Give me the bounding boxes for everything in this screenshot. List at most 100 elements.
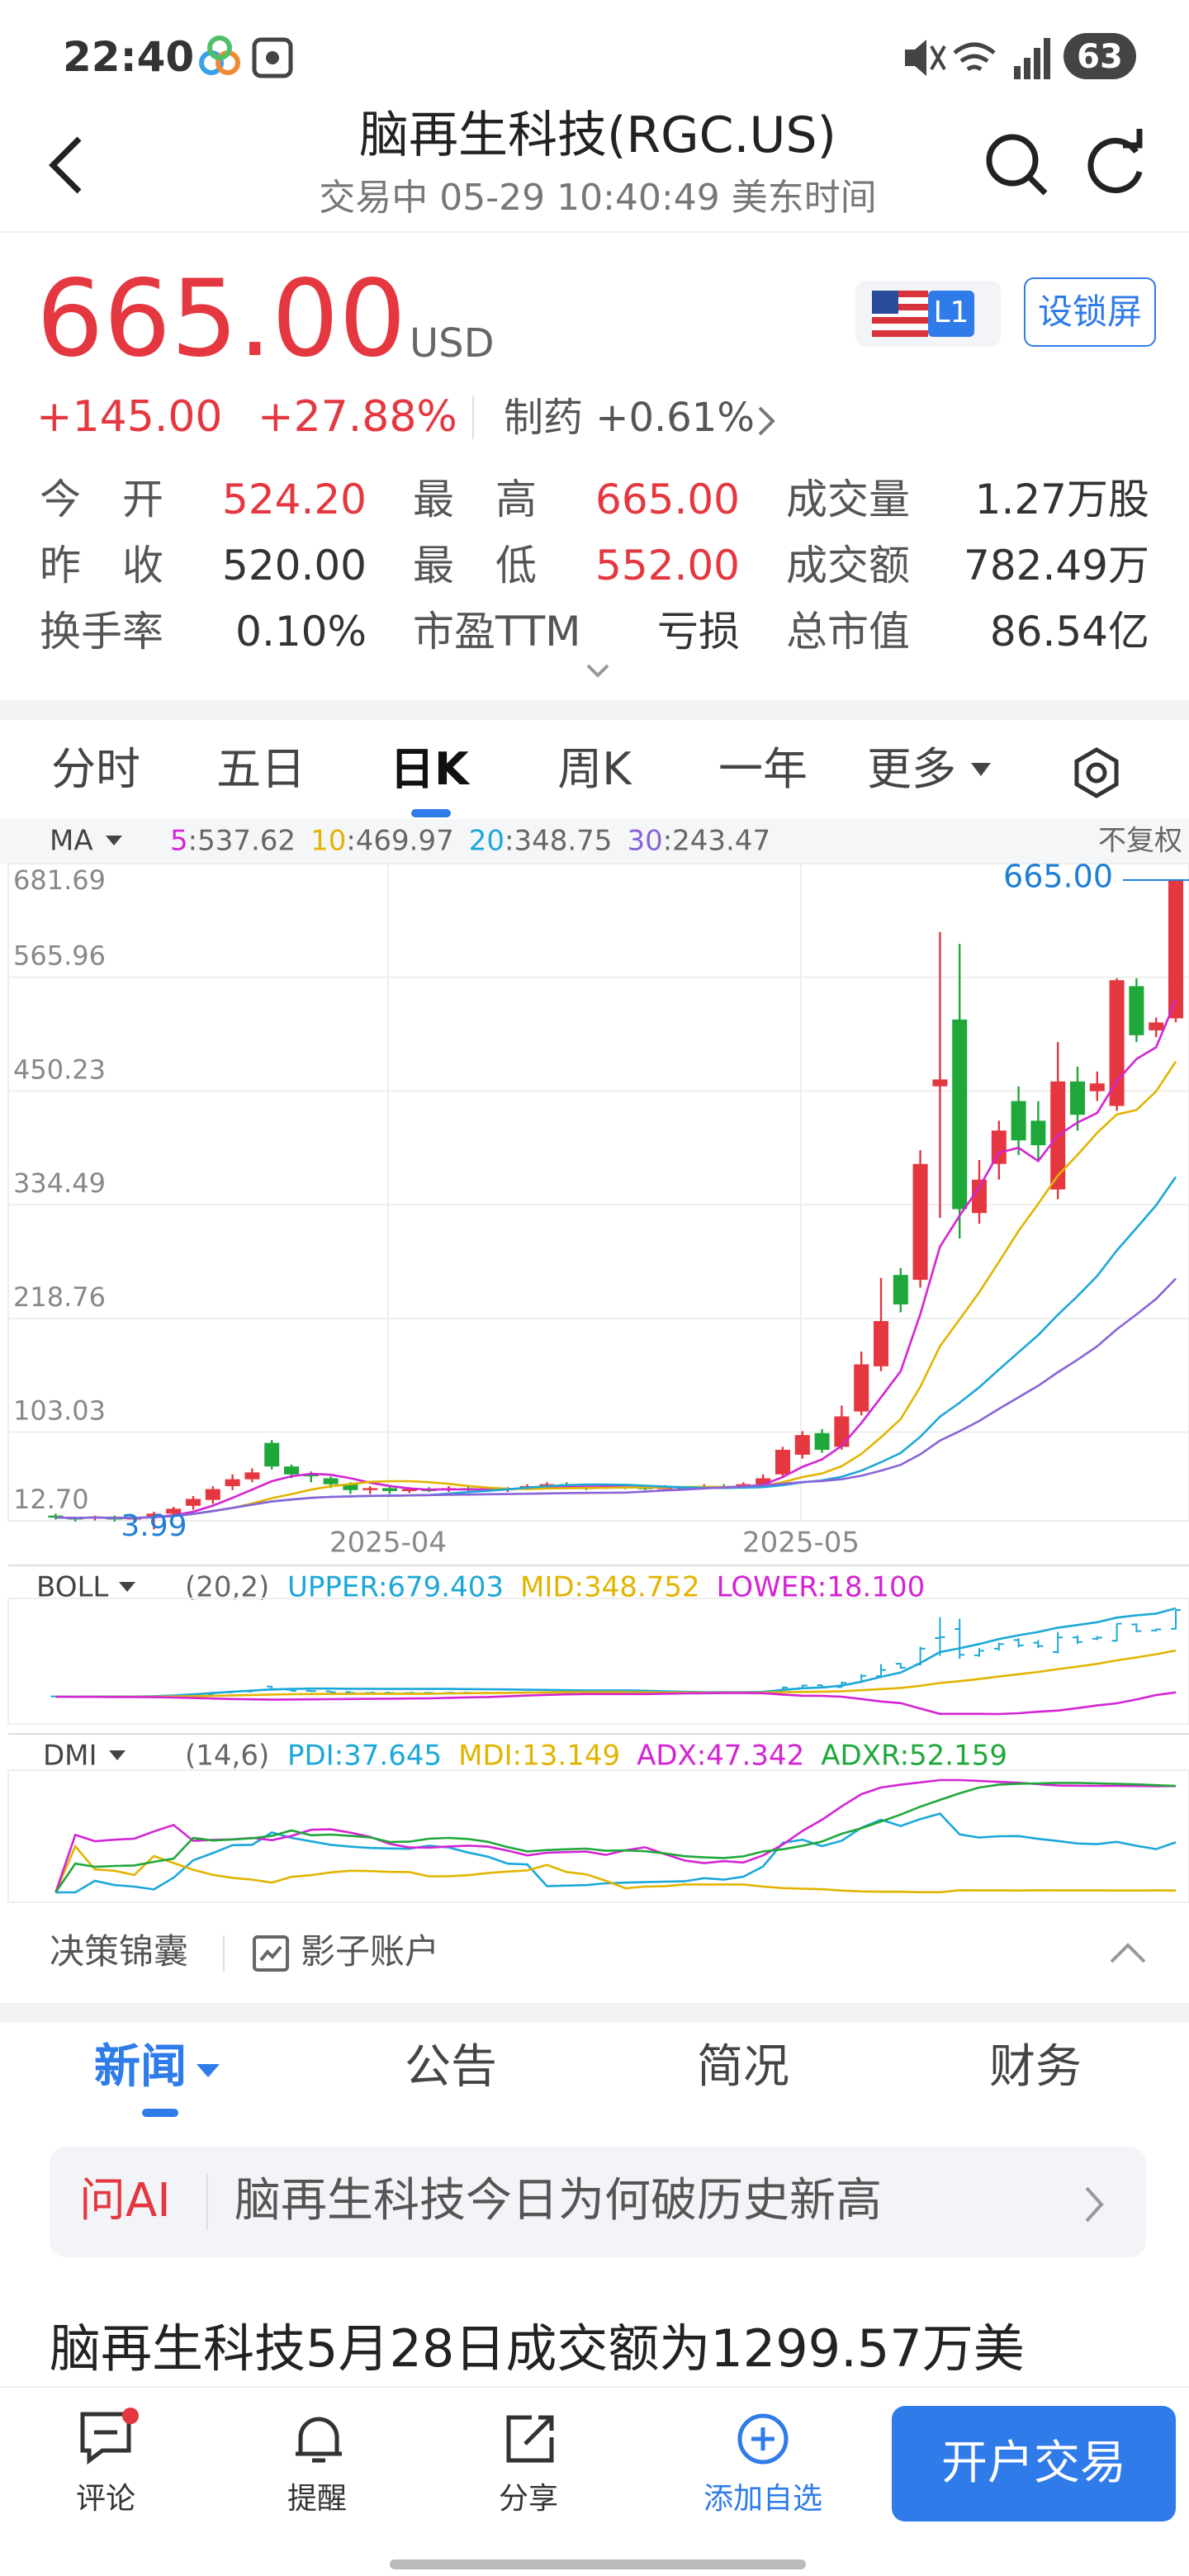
news-tab[interactable]: 新闻 bbox=[93, 2039, 187, 2094]
boll-frame bbox=[7, 1598, 1189, 1725]
ai-label: 问AI bbox=[79, 2173, 171, 2228]
status-icons bbox=[199, 36, 293, 78]
title: 脑再生科技(RGC.US) bbox=[359, 107, 836, 165]
chart-tab[interactable]: 一年 bbox=[718, 745, 808, 796]
tool[interactable]: 决策锦囊 bbox=[50, 1932, 188, 1972]
stat-label: 最 高 bbox=[413, 476, 538, 523]
dmi-value: PDI:37.645 bbox=[287, 1740, 442, 1773]
dmi-params: (14,6) bbox=[185, 1740, 269, 1773]
candle-body bbox=[854, 1364, 869, 1412]
stat-value: 520.00 bbox=[222, 542, 367, 590]
dmi-line bbox=[54, 1844, 1177, 1894]
candle-body bbox=[225, 1479, 240, 1486]
band bbox=[0, 2003, 1189, 2023]
plot-frame bbox=[7, 863, 1189, 1522]
caret bbox=[971, 763, 991, 776]
share-icon bbox=[506, 2415, 554, 2463]
dmi-value: MDI:13.149 bbox=[458, 1740, 620, 1773]
candle-body bbox=[756, 1478, 771, 1485]
tool-icon bbox=[253, 1935, 289, 1972]
system-icons bbox=[905, 38, 1050, 79]
ma-value: :537.62 bbox=[188, 825, 296, 858]
nav-label[interactable]: 添加自选 bbox=[703, 2482, 822, 2517]
caret bbox=[109, 1750, 126, 1760]
tab-underline bbox=[142, 2109, 178, 2117]
stat-label: 总市值 bbox=[786, 608, 911, 656]
candle-body bbox=[834, 1416, 850, 1447]
flag bbox=[872, 291, 928, 337]
chart-tab[interactable]: 更多 bbox=[867, 745, 956, 796]
chart: MA 5:537.62 10:469.97 20:348.75 30:243.47 不复权… bbox=[0, 819, 1189, 1903]
candle-body bbox=[893, 1275, 908, 1305]
candle-body bbox=[1129, 986, 1144, 1035]
stat-label: 换手率 bbox=[40, 608, 164, 656]
y-tick-label: 681.69 bbox=[13, 864, 106, 896]
ai-box[interactable] bbox=[50, 2147, 1146, 2257]
x-tick-label: 2025-05 bbox=[742, 1527, 860, 1560]
candle-body bbox=[1011, 1101, 1026, 1141]
candle-body bbox=[1070, 1081, 1085, 1115]
boll-lower bbox=[55, 1691, 1177, 1716]
low-label: 3.99 bbox=[121, 1509, 187, 1543]
candle-body bbox=[205, 1489, 220, 1500]
x-tick-label: 2025-04 bbox=[329, 1527, 447, 1560]
refresh-button[interactable] bbox=[1080, 129, 1153, 201]
stat-label: 今 开 bbox=[40, 476, 164, 523]
dmi-label: DMI bbox=[43, 1740, 97, 1773]
nav-label[interactable]: 提醒 bbox=[287, 2482, 347, 2517]
candle-body bbox=[794, 1435, 810, 1455]
price: 665.00 bbox=[36, 259, 406, 381]
dmi-value: ADXR:52.159 bbox=[821, 1740, 1007, 1773]
trade-button[interactable]: 开户交易 bbox=[892, 2406, 1176, 2522]
tool[interactable]: 影子账户 bbox=[301, 1932, 439, 1972]
ma-period: 10 bbox=[310, 825, 346, 858]
separator bbox=[472, 396, 474, 439]
change: +145.00 bbox=[36, 393, 223, 443]
settings[interactable] bbox=[1070, 746, 1123, 799]
caret bbox=[106, 836, 122, 845]
news-tab[interactable]: 简况 bbox=[696, 2039, 789, 2094]
last-label: 665.00 bbox=[1003, 858, 1113, 894]
headline[interactable]: 脑再生科技5月28日成交额为1299.57万美 bbox=[50, 2320, 1025, 2379]
chart-tab[interactable]: 分时 bbox=[51, 745, 140, 796]
chart-tab[interactable]: 五日 bbox=[216, 745, 306, 796]
collapse[interactable] bbox=[1106, 1939, 1149, 1968]
expand[interactable] bbox=[585, 661, 611, 680]
search-button[interactable] bbox=[981, 129, 1054, 201]
stat-value: 86.54亿 bbox=[989, 608, 1149, 656]
ma-line bbox=[55, 999, 1177, 1519]
candle-body bbox=[48, 1515, 64, 1518]
candle-body bbox=[323, 1478, 339, 1485]
news-tab[interactable]: 公告 bbox=[404, 2039, 497, 2094]
nav-label[interactable]: 分享 bbox=[499, 2482, 558, 2517]
currency: USD bbox=[410, 320, 495, 367]
stat-label: 昨 收 bbox=[40, 542, 164, 590]
ma-period: 30 bbox=[627, 825, 662, 858]
tab-underline bbox=[411, 809, 451, 817]
y-tick-label: 12.70 bbox=[13, 1484, 89, 1515]
stat-label: 最 低 bbox=[413, 542, 538, 590]
y-tick-label: 565.96 bbox=[13, 940, 106, 972]
chart-tab[interactable]: 周K bbox=[557, 745, 632, 796]
candle-body bbox=[146, 1513, 162, 1518]
y-tick-label: 334.49 bbox=[13, 1167, 106, 1199]
candle-body bbox=[186, 1499, 201, 1506]
lock-button[interactable]: 设锁屏 bbox=[1024, 277, 1156, 347]
nav-label[interactable]: 评论 bbox=[76, 2482, 135, 2517]
candle-body bbox=[303, 1474, 319, 1477]
ma-period: 5 bbox=[170, 825, 188, 858]
dmi-value: ADX:47.342 bbox=[637, 1740, 804, 1773]
candle-body bbox=[264, 1442, 280, 1467]
sector[interactable]: 制药 +0.61% bbox=[504, 395, 755, 441]
dmi-line bbox=[54, 1782, 1177, 1893]
change-percent: +27.88% bbox=[258, 393, 457, 443]
candle-body bbox=[362, 1488, 378, 1490]
chevron bbox=[1085, 2186, 1104, 2223]
chart-tab[interactable]: 日K bbox=[390, 745, 469, 796]
back-button[interactable] bbox=[43, 132, 92, 198]
stat-value: 亏损 bbox=[656, 608, 740, 656]
y-tick-label: 450.23 bbox=[13, 1054, 106, 1085]
ai-text: 脑再生科技今日为何破历史新高 bbox=[234, 2173, 883, 2228]
news-tab[interactable]: 财务 bbox=[988, 2039, 1082, 2094]
stat-label: 成交额 bbox=[786, 542, 911, 590]
